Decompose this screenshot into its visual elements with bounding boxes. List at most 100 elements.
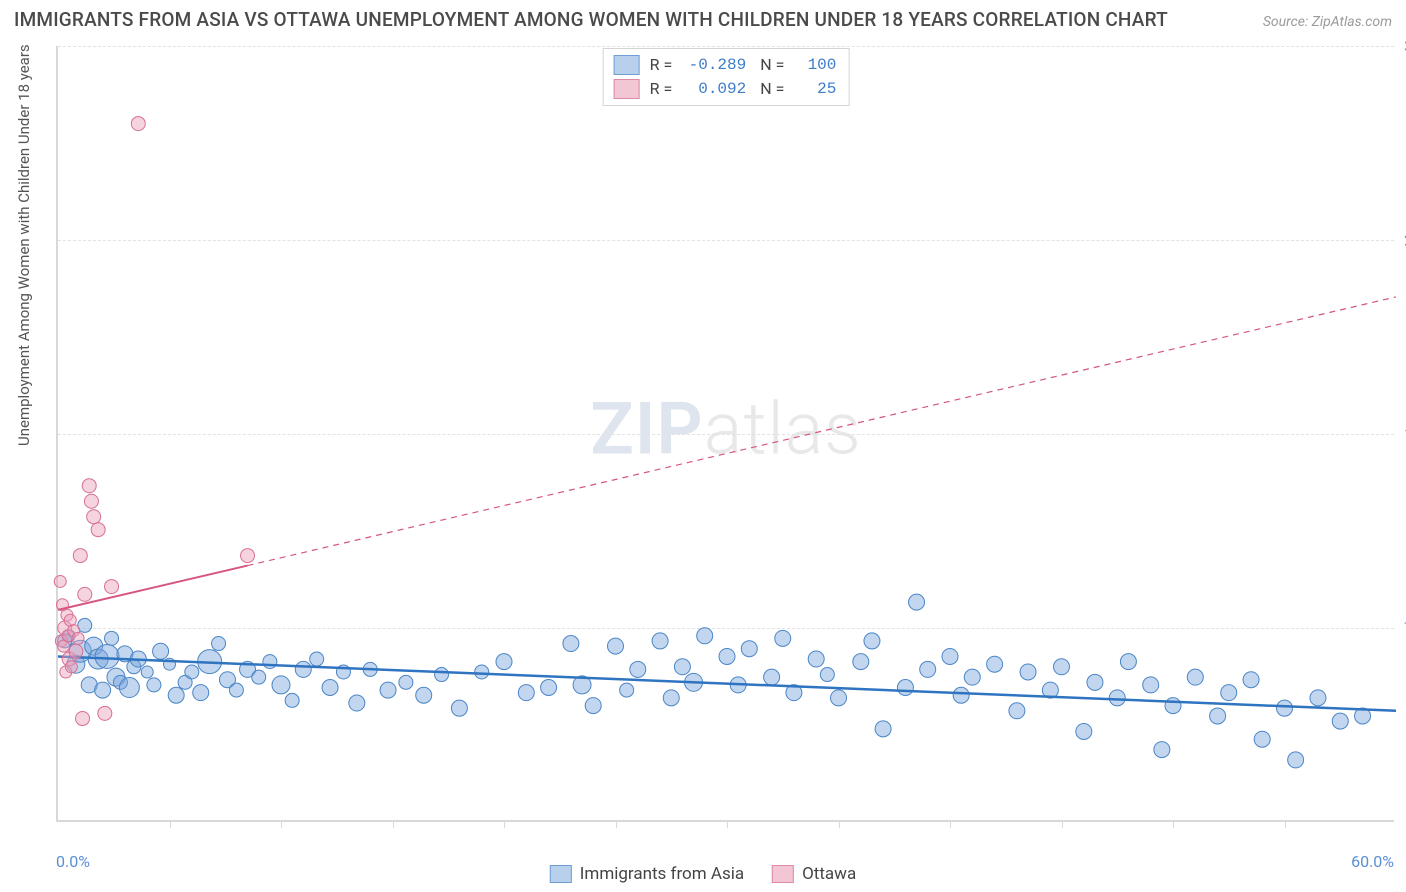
point-asia: [435, 668, 449, 682]
point-asia: [1087, 674, 1103, 690]
y-tick-label: 15.0%: [1396, 425, 1406, 444]
r-label: R =: [650, 53, 673, 77]
point-ottawa: [76, 712, 90, 726]
point-asia: [1187, 669, 1203, 685]
point-asia: [764, 669, 780, 685]
point-asia: [185, 665, 199, 679]
point-asia: [630, 661, 646, 677]
point-asia: [942, 648, 958, 664]
x-origin-label: 0.0%: [56, 852, 90, 871]
point-asia: [1154, 742, 1170, 758]
r-value-asia: -0.289: [682, 53, 746, 77]
point-asia: [1288, 752, 1304, 768]
y-axis-label: Unemployment Among Women with Children U…: [15, 44, 33, 446]
point-asia: [153, 643, 169, 659]
point-asia: [663, 690, 679, 706]
point-asia: [953, 687, 969, 703]
x-tick: [950, 820, 951, 828]
point-asia: [1143, 677, 1159, 693]
point-ottawa: [69, 644, 83, 658]
point-ottawa: [91, 523, 105, 537]
point-asia: [272, 676, 290, 694]
point-ottawa: [65, 661, 77, 673]
x-tick: [1285, 820, 1286, 828]
x-tick: [839, 820, 840, 828]
point-asia: [105, 631, 119, 645]
point-asia: [147, 678, 161, 692]
point-asia: [1221, 685, 1237, 701]
point-ottawa: [87, 510, 101, 524]
point-asia: [897, 679, 913, 695]
point-asia: [295, 661, 311, 677]
point-asia: [697, 628, 713, 644]
point-asia: [119, 677, 139, 697]
point-ottawa: [54, 575, 66, 587]
n-value-ottawa: 25: [794, 77, 836, 101]
swatch-ottawa-small: [772, 865, 794, 883]
x-tick: [727, 820, 728, 828]
header-row: IMMIGRANTS FROM ASIA VS OTTAWA UNEMPLOYM…: [14, 8, 1392, 31]
point-asia: [964, 669, 980, 685]
point-asia: [1210, 708, 1226, 724]
point-asia: [775, 630, 791, 646]
point-asia: [909, 594, 925, 610]
point-asia: [349, 695, 365, 711]
point-asia: [380, 682, 396, 698]
point-asia: [212, 637, 226, 651]
point-asia: [674, 659, 690, 675]
chart-svg: [58, 46, 1394, 820]
point-asia: [1243, 672, 1259, 688]
point-asia: [252, 670, 266, 684]
point-asia: [193, 685, 209, 701]
point-asia: [585, 698, 601, 714]
point-ottawa: [131, 117, 145, 131]
point-asia: [808, 651, 824, 667]
n-label: N =: [756, 77, 784, 101]
x-tick: [393, 820, 394, 828]
y-tick-label: 7.5%: [1396, 619, 1406, 638]
point-ottawa: [98, 706, 112, 720]
point-asia: [263, 655, 277, 669]
point-asia: [620, 683, 634, 697]
point-asia: [831, 690, 847, 706]
point-asia: [1009, 703, 1025, 719]
point-asia: [1076, 723, 1092, 739]
x-tick: [504, 820, 505, 828]
point-asia: [322, 679, 338, 695]
point-asia: [1120, 654, 1136, 670]
swatch-ottawa: [614, 79, 640, 99]
legend-stats-row: R = 0.092 N = 25: [614, 77, 837, 101]
point-asia: [95, 644, 119, 668]
point-asia: [920, 661, 936, 677]
swatch-asia: [614, 55, 640, 75]
n-label: N =: [756, 53, 784, 77]
point-asia: [1332, 713, 1348, 729]
chart-title: IMMIGRANTS FROM ASIA VS OTTAWA UNEMPLOYM…: [14, 8, 1168, 31]
point-asia: [864, 633, 880, 649]
x-tick: [1173, 820, 1174, 828]
point-asia: [95, 682, 111, 698]
swatch-asia-small: [550, 865, 572, 883]
point-asia: [416, 687, 432, 703]
x-tick: [170, 820, 171, 828]
point-asia: [563, 636, 579, 652]
point-asia: [310, 652, 324, 666]
x-tick: [1062, 820, 1063, 828]
point-asia: [399, 675, 413, 689]
legend-item-ottawa: Ottawa: [772, 864, 856, 884]
source-label: Source: ZipAtlas.com: [1263, 14, 1392, 30]
legend-label-ottawa: Ottawa: [802, 864, 856, 884]
point-asia: [875, 721, 891, 737]
point-asia: [853, 654, 869, 670]
point-asia: [608, 638, 624, 654]
point-asia: [475, 665, 489, 679]
point-asia: [518, 685, 534, 701]
point-asia: [496, 654, 512, 670]
point-asia: [451, 700, 467, 716]
y-tick-label: 22.5%: [1396, 231, 1406, 250]
point-ottawa: [105, 580, 119, 594]
point-ottawa: [82, 479, 96, 493]
point-asia: [652, 633, 668, 649]
point-asia: [741, 641, 757, 657]
point-asia: [987, 656, 1003, 672]
